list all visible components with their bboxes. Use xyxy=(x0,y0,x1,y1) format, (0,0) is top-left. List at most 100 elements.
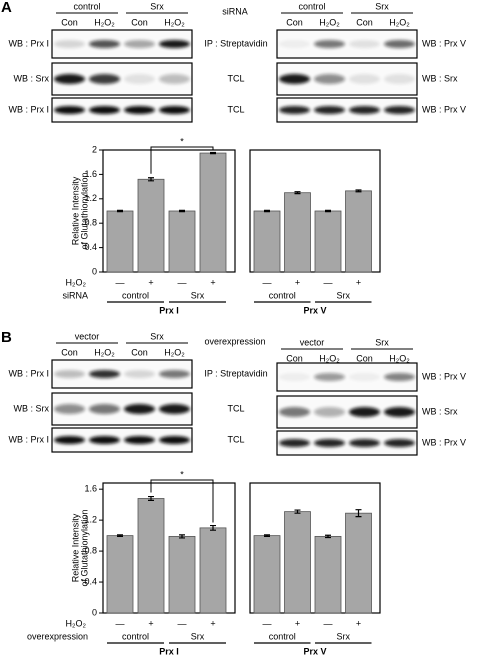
row-label: WB : Prx I xyxy=(9,104,50,114)
factor-level: control xyxy=(122,290,149,300)
treatment-level: + xyxy=(210,277,215,287)
middle-row-label: IP : Streptavidin xyxy=(204,368,267,378)
group-name: Prx V xyxy=(303,305,326,315)
row-label: WB : Prx I xyxy=(9,434,50,444)
blot-band xyxy=(53,106,86,114)
treatment-level: + xyxy=(356,277,361,287)
y-tick-label: 0 xyxy=(92,607,97,617)
blot-band xyxy=(348,439,381,447)
bar xyxy=(199,152,227,273)
blot-band xyxy=(88,74,121,84)
blot-band xyxy=(313,40,346,48)
blot-band xyxy=(383,74,416,84)
treatment-level: + xyxy=(356,618,361,628)
y-tick-label: 0.8 xyxy=(84,545,97,555)
bar xyxy=(284,192,311,273)
y-axis-label: Relative Intensity xyxy=(70,176,80,245)
error-bar xyxy=(117,209,123,213)
error-bar xyxy=(355,509,362,518)
lane-label: H₂O₂ xyxy=(319,17,340,27)
error-bar xyxy=(325,209,331,213)
blot-band xyxy=(123,106,156,114)
group-name: Prx V xyxy=(303,646,326,656)
blot-band xyxy=(88,436,121,444)
y-axis-label: of Glutathionylation xyxy=(79,509,89,586)
treatment-label: H₂O₂ xyxy=(66,277,87,287)
lane-label: H₂O₂ xyxy=(319,353,340,363)
factor-label: overexpression xyxy=(27,631,88,641)
treatment-level: — xyxy=(263,618,272,628)
middle-header: siRNA xyxy=(222,6,248,16)
factor-label: siRNA xyxy=(62,290,88,300)
blot-band xyxy=(383,407,416,417)
treatment-level: + xyxy=(295,277,300,287)
middle-row-label: IP : Streptavidin xyxy=(204,38,267,48)
panel-label: B xyxy=(1,329,12,346)
lane-label: H₂O₂ xyxy=(94,347,115,357)
bar xyxy=(345,512,372,614)
row-label: WB : Prx V xyxy=(422,38,466,48)
treatment-level: — xyxy=(178,618,187,628)
treatment-level: + xyxy=(210,618,215,628)
bar xyxy=(106,210,134,273)
y-tick-label: 0 xyxy=(92,266,97,276)
blot-band xyxy=(158,370,191,378)
treatment-level: — xyxy=(178,277,187,287)
blot-band xyxy=(88,370,121,378)
error-bar xyxy=(148,177,154,182)
row-label: WB : Prx I xyxy=(9,38,50,48)
blot-band xyxy=(348,373,381,381)
blot-band xyxy=(158,436,191,444)
bar xyxy=(168,210,196,273)
blot-band xyxy=(313,439,346,447)
y-tick-label: 1.2 xyxy=(84,515,97,525)
lane-label: Con xyxy=(356,17,373,27)
treatment-level: — xyxy=(116,618,125,628)
middle-row-label: TCL xyxy=(227,434,244,444)
error-bar xyxy=(264,209,270,213)
error-bar xyxy=(210,151,216,155)
treatment-level: — xyxy=(263,277,272,287)
blot-band xyxy=(313,106,346,114)
blot-band xyxy=(313,373,346,381)
blot-band xyxy=(123,404,156,414)
blot-band xyxy=(383,106,416,114)
blot-band xyxy=(88,40,121,48)
error-bar xyxy=(325,534,331,539)
blot-band xyxy=(278,407,311,417)
bar xyxy=(253,210,281,273)
blot-band xyxy=(53,74,86,84)
factor-level: control xyxy=(269,290,296,300)
treatment-level: — xyxy=(324,277,333,287)
middle-row-label: TCL xyxy=(227,73,244,83)
error-bar xyxy=(179,534,185,539)
middle-row-label: TCL xyxy=(227,104,244,114)
y-tick-label: 0.4 xyxy=(84,576,97,586)
blot-band xyxy=(348,74,381,84)
treatment-level: — xyxy=(116,277,125,287)
lane-label: Con xyxy=(286,17,303,27)
significance-mark: * xyxy=(180,469,184,479)
factor-level: control xyxy=(122,631,149,641)
bar xyxy=(253,535,281,614)
bar xyxy=(137,178,165,273)
blot-band xyxy=(158,404,191,414)
blot-band xyxy=(348,106,381,114)
blot-band xyxy=(348,407,381,417)
factor-level: Srx xyxy=(337,631,351,641)
group-name: Prx I xyxy=(159,646,179,656)
row-label: WB : Prx I xyxy=(9,368,50,378)
factor-level: Srx xyxy=(337,290,351,300)
group-header: vector xyxy=(75,331,100,341)
blot-band xyxy=(158,74,191,84)
row-label: WB : Srx xyxy=(422,73,458,83)
y-axis-label: of Glutathionylation xyxy=(79,172,89,249)
bar xyxy=(137,498,165,614)
blot-band xyxy=(53,370,86,378)
lane-label: Con xyxy=(356,353,373,363)
error-bar xyxy=(148,495,154,502)
lane-label: Con xyxy=(131,17,148,27)
blot-band xyxy=(278,106,311,114)
error-bar xyxy=(210,524,216,531)
middle-row-label: TCL xyxy=(227,403,244,413)
